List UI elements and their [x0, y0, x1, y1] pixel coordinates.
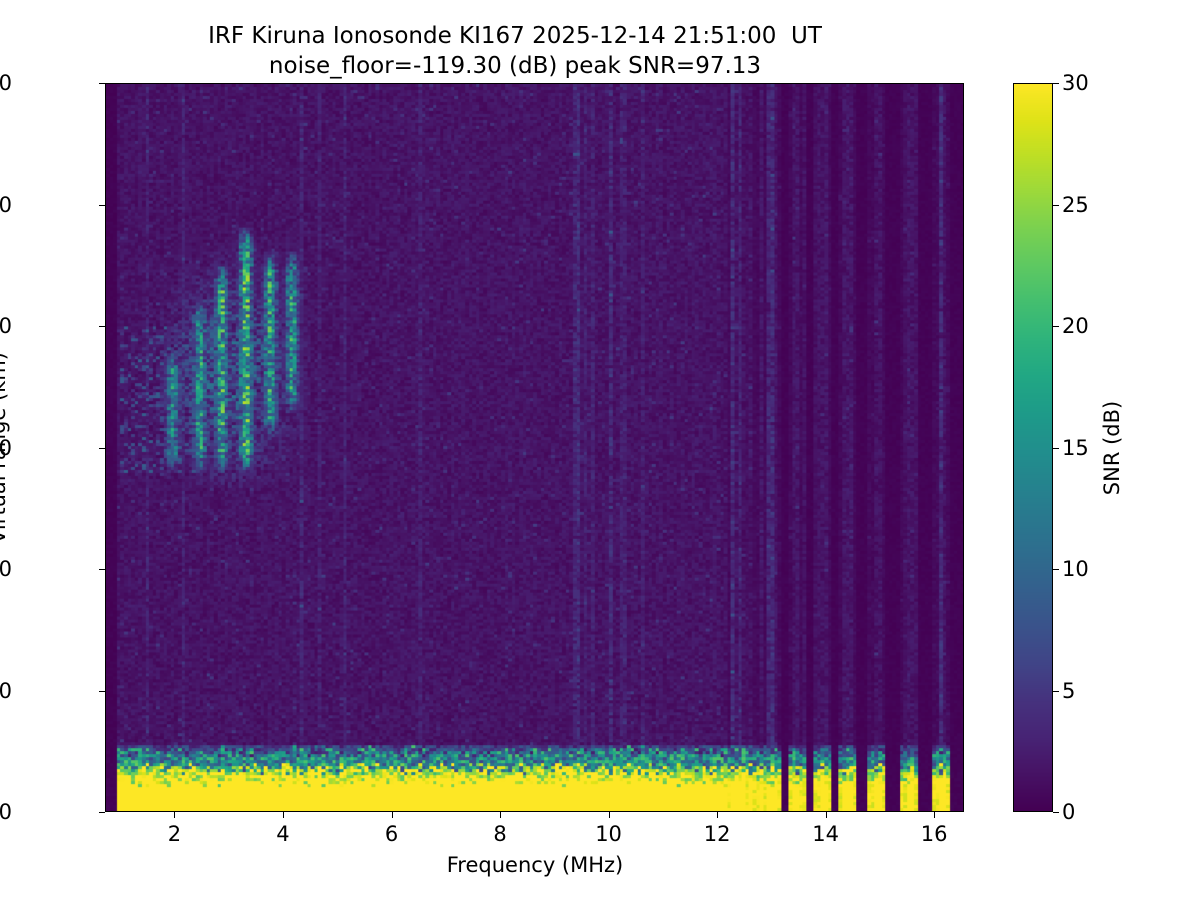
- x-tick-mark: [282, 812, 284, 818]
- x-tick-label: 2: [167, 822, 182, 846]
- colorbar-tick-mark: [1053, 83, 1059, 84]
- x-tick-label: 12: [703, 822, 731, 846]
- colorbar-tick-label: 15: [1062, 435, 1089, 460]
- x-tick-mark: [608, 812, 610, 818]
- y-tick-mark: [99, 83, 105, 84]
- colorbar-tick-label: 0: [1062, 800, 1076, 824]
- x-tick-mark: [717, 812, 719, 818]
- colorbar-tick-mark: [1053, 690, 1059, 692]
- x-tick-label: 16: [920, 822, 948, 846]
- colorbar-tick-label: 5: [1062, 678, 1076, 703]
- colorbar-tick-label: 10: [1062, 557, 1089, 581]
- title-line-1: IRF Kiruna Ionosonde KI167 2025-12-14 21…: [208, 23, 822, 49]
- y-tick-label: 500: [0, 192, 12, 217]
- x-tick-mark: [500, 812, 502, 818]
- x-tick-mark: [825, 812, 827, 818]
- colorbar-tick-mark: [1053, 447, 1059, 449]
- x-tick-label: 14: [812, 822, 839, 846]
- figure-title: IRF Kiruna Ionosonde KI167 2025-12-14 21…: [0, 22, 1030, 82]
- colorbar-tick-label: 30: [1062, 71, 1089, 95]
- x-tick-label: 10: [595, 822, 622, 846]
- ionogram-plot-area[interactable]: [105, 83, 964, 812]
- x-tick-label: 4: [276, 822, 290, 846]
- colorbar-tick-mark: [1053, 326, 1059, 327]
- x-tick-mark: [934, 812, 936, 818]
- y-tick-label: 400: [0, 314, 12, 338]
- x-tick-label: 6: [384, 822, 399, 846]
- colorbar-tick-mark: [1053, 204, 1059, 206]
- y-tick-mark: [99, 326, 105, 327]
- y-tick-label: 600: [0, 71, 12, 95]
- colorbar-label: SNR (dB): [1100, 400, 1124, 496]
- title-line-2: noise_floor=-119.30 (dB) peak SNR=97.13: [268, 52, 762, 79]
- colorbar-tick-label: 20: [1062, 314, 1089, 338]
- colorbar-gradient: [1014, 84, 1052, 811]
- y-tick-mark: [99, 569, 105, 570]
- colorbar[interactable]: [1013, 83, 1053, 812]
- colorbar-tick-label: 25: [1062, 192, 1089, 217]
- ionogram-heatmap-canvas[interactable]: [106, 84, 963, 811]
- y-tick-mark: [99, 204, 105, 206]
- y-tick-mark: [99, 447, 105, 449]
- colorbar-tick-mark: [1053, 569, 1059, 570]
- x-tick-mark: [174, 812, 176, 818]
- y-tick-mark: [99, 812, 105, 813]
- x-tick-label: 8: [493, 822, 507, 846]
- y-tick-label: 200: [0, 557, 12, 581]
- y-tick-mark: [99, 690, 105, 692]
- x-axis-label: Frequency (MHz): [446, 853, 624, 877]
- y-tick-label: 0: [0, 800, 12, 824]
- x-tick-mark: [391, 812, 393, 818]
- y-tick-label: 300: [0, 435, 12, 460]
- y-tick-label: 100: [0, 678, 12, 703]
- colorbar-tick-mark: [1053, 812, 1059, 813]
